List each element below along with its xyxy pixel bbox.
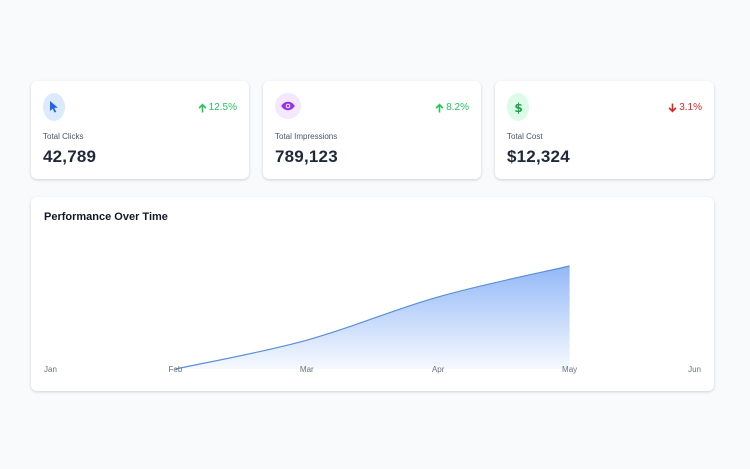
x-tick-label: Mar xyxy=(300,365,314,374)
stat-label: Total Impressions xyxy=(275,132,338,141)
trend-value: 8.2% xyxy=(446,102,469,113)
cursor-icon-badge xyxy=(43,93,65,121)
trend-indicator: 3.1% xyxy=(668,102,702,113)
cursor-icon xyxy=(50,101,58,113)
stat-card-total-clicks: 12.5% Total Clicks 42,789 xyxy=(31,81,249,179)
trend-value: 12.5% xyxy=(208,102,237,113)
stat-value: $12,324 xyxy=(507,147,570,166)
eye-icon-badge xyxy=(275,93,301,119)
arrow-up-icon xyxy=(435,103,444,112)
eye-icon xyxy=(281,101,295,111)
dollar-icon-badge: $ xyxy=(507,93,529,121)
stat-card-total-cost: $ 3.1% Total Cost $12,324 xyxy=(495,81,714,179)
stat-label: Total Clicks xyxy=(43,132,84,141)
x-tick-label: Feb xyxy=(169,365,183,374)
trend-value: 3.1% xyxy=(679,102,702,113)
svg-text:$: $ xyxy=(514,101,522,114)
stat-value: 42,789 xyxy=(43,147,97,166)
stat-card-total-impressions: 8.2% Total Impressions 789,123 xyxy=(263,81,481,179)
trend-indicator: 8.2% xyxy=(435,102,469,113)
performance-area-chart: Jan Feb Mar Apr May Jun xyxy=(44,265,701,374)
x-tick-label: Apr xyxy=(432,365,445,374)
arrow-up-icon xyxy=(198,103,207,112)
arrow-down-icon xyxy=(668,103,677,112)
performance-chart-card: Performance Over Time Jan Feb Mar Apr May Jun xyxy=(31,197,714,391)
chart-area-fill xyxy=(175,266,570,369)
x-tick-label: Jun xyxy=(688,365,701,374)
trend-indicator: 12.5% xyxy=(198,102,237,113)
x-tick-label: Jan xyxy=(44,365,57,374)
chart-series-line xyxy=(175,265,570,370)
dollar-icon: $ xyxy=(514,101,522,114)
stat-value: 789,123 xyxy=(275,147,338,166)
x-tick-label: May xyxy=(562,365,577,374)
stat-label: Total Cost xyxy=(507,132,543,141)
chart-title: Performance Over Time xyxy=(44,211,168,223)
